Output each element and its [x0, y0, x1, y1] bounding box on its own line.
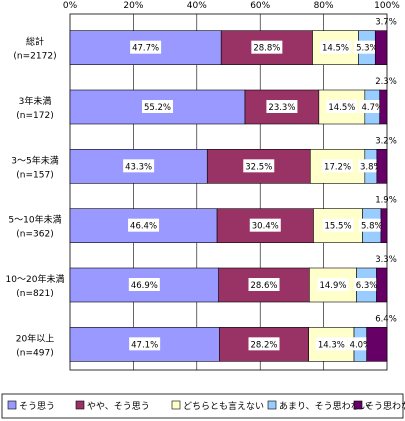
data-label-box: [248, 278, 280, 291]
data-label: 4.0%: [350, 340, 372, 350]
data-label-box: [266, 100, 298, 113]
data-label: 32.5%: [245, 162, 272, 172]
legend-label: やや、そう思う: [87, 401, 150, 412]
data-label: 55.2%: [144, 103, 171, 113]
data-label: 14.5%: [328, 103, 355, 113]
legend-label: あまり、そう思わない: [279, 401, 369, 412]
data-label: 4.7%: [361, 103, 383, 113]
legend-swatch: [353, 400, 363, 410]
data-label-box: [128, 218, 160, 232]
data-label-box: [128, 278, 160, 291]
category-label: 5～10年未満: [8, 214, 61, 226]
data-label: 3.3%: [375, 255, 397, 265]
data-label: 1.9%: [375, 196, 397, 206]
data-label-box: [322, 218, 354, 232]
data-label: 6.4%: [375, 314, 397, 324]
category-count-label: (n=362): [16, 230, 53, 240]
data-label-box: [354, 40, 380, 54]
bar-segment: [244, 89, 320, 125]
x-tick-label: 100%: [374, 1, 400, 11]
data-label: 46.9%: [131, 281, 158, 291]
data-label: 30.4%: [252, 222, 279, 232]
legend-swatch: [267, 400, 277, 410]
data-label: 28.6%: [250, 281, 277, 291]
category-label: 3年未満: [19, 95, 52, 107]
data-label: 28.8%: [253, 44, 280, 54]
data-label: 3.8%: [360, 162, 382, 172]
data-label-box: [251, 40, 283, 54]
data-label-box: [322, 159, 354, 173]
data-label: 3.2%: [375, 136, 397, 146]
data-label-box: [243, 159, 275, 173]
data-label-box: [319, 40, 351, 54]
bar-segment: [376, 149, 388, 184]
data-label-box: [358, 218, 385, 232]
data-label-box: [317, 278, 349, 291]
category-label: 10～20年未満: [6, 273, 65, 285]
x-tick-label: 60%: [250, 1, 270, 11]
legend-swatch: [171, 400, 181, 410]
legend-swatch: [75, 400, 85, 410]
legend: そう思う やや、そう思う どちらとも言えない あまり、そう思わないそう思わない: [1, 393, 405, 419]
data-label-box: [248, 337, 280, 351]
category-count-label: (n=2172): [13, 52, 56, 62]
data-label-box: [359, 100, 386, 113]
data-label-box: [141, 100, 173, 113]
category-count-label: (n=497): [16, 348, 53, 358]
bar-segment: [379, 89, 388, 125]
data-label-box: [249, 218, 281, 232]
data-label: 6.3%: [356, 281, 378, 291]
data-label: 47.7%: [132, 44, 159, 54]
bars: 47.7% 28.8% 14.5% 5.3% 3.7% 55.2% 23.3% 14.5% 4.…: [69, 18, 397, 362]
data-label: 43.3%: [125, 162, 152, 172]
data-label: 14.9%: [319, 281, 346, 291]
x-tick-label: 20%: [123, 1, 143, 11]
data-label-box: [315, 337, 347, 351]
bar-segment: [366, 327, 388, 362]
x-tick-label: 0%: [63, 1, 78, 11]
data-label: 5.3%: [356, 44, 378, 54]
bar-segment: [380, 208, 388, 243]
data-label-box: [353, 278, 380, 291]
category-count-label: (n=172): [16, 111, 53, 121]
category-labels: 総計 (n=2172) 3年未満 (n=172) 3～5年未満 (n=157) 5～10年未…: [6, 36, 65, 359]
data-label-box: [123, 159, 155, 173]
bar-segment: [374, 30, 388, 65]
legend-label: そう思わない: [365, 401, 405, 412]
category-count-label: (n=821): [16, 289, 53, 299]
category-count-label: (n=157): [16, 170, 53, 180]
data-label: 46.4%: [130, 222, 157, 232]
data-label: 5.8%: [361, 222, 383, 232]
data-label-box: [130, 40, 162, 54]
x-tick-label: 40%: [187, 1, 207, 11]
data-label-box: [326, 100, 358, 113]
legend-label: そう思う: [19, 401, 55, 412]
x-tick-label: 80%: [314, 1, 334, 11]
data-label-box: [129, 337, 161, 351]
data-label: 14.5%: [322, 44, 349, 54]
data-label: 17.2%: [324, 162, 351, 172]
bar-segment: [376, 267, 388, 303]
data-label: 14.3%: [318, 340, 345, 350]
category-label: 総計: [26, 36, 44, 48]
category-label: 3～5年未満: [11, 154, 58, 166]
gridlines: [133, 14, 324, 370]
bar-segment: [69, 208, 218, 243]
legend-label: どちらとも言えない: [183, 400, 264, 412]
plot-area: [69, 13, 388, 371]
data-label: 3.7%: [375, 18, 397, 28]
data-label: 28.2%: [250, 340, 277, 350]
data-label: 2.3%: [375, 77, 397, 87]
x-axis-tick-labels: 0% 20% 40% 60% 80% 100%: [63, 1, 400, 11]
legend-swatch: [7, 400, 17, 410]
data-label: 15.5%: [325, 222, 352, 232]
data-label: 23.3%: [268, 103, 295, 113]
data-label: 47.1%: [131, 340, 158, 350]
category-label: 20年以上: [16, 332, 54, 344]
legend-box: [1, 393, 404, 419]
